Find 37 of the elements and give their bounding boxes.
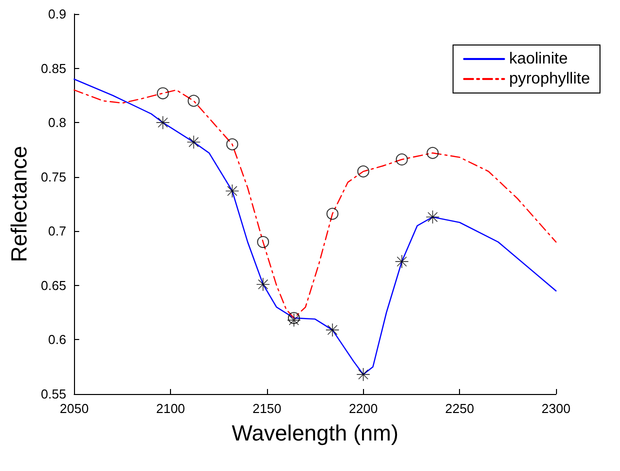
x-axis-title: Wavelength (nm) (232, 420, 398, 446)
point (257, 236, 270, 248)
point (326, 323, 340, 337)
point (256, 277, 270, 292)
line-series (74, 89, 557, 319)
point (356, 368, 370, 382)
y-tick-label: 0.9 (48, 6, 66, 22)
point (288, 312, 300, 324)
legend-label: kaolinite (509, 50, 568, 68)
point (225, 184, 240, 198)
x-tick-label: 2150 (252, 401, 282, 416)
y-tick-label: 0.75 (40, 169, 66, 184)
point (156, 87, 169, 100)
x-tick-label: 2100 (156, 401, 186, 416)
point (357, 165, 370, 178)
point (188, 94, 200, 107)
point (156, 116, 170, 130)
y-tick-label: 0.55 (40, 386, 66, 402)
point (426, 146, 439, 159)
x-tick-label: 2250 (445, 401, 474, 416)
y-tick-label: 0.7 (48, 224, 66, 239)
x-tick-label: 2300 (542, 401, 570, 416)
y-tick-label: 0.8 (48, 115, 66, 130)
point (426, 210, 440, 224)
x-tick-label: 2200 (348, 401, 378, 416)
y-tick-label: 0.85 (40, 60, 66, 76)
point (287, 313, 301, 328)
point (226, 138, 238, 150)
point (394, 254, 409, 268)
legend-label: pyrophyllite (509, 70, 590, 88)
point (186, 135, 201, 150)
y-tick-label: 0.6 (48, 332, 66, 348)
point (326, 208, 338, 220)
y-axis-title: Reflectance (6, 146, 32, 262)
point (396, 153, 408, 166)
y-tick-label: 0.65 (40, 278, 66, 293)
x-tick-label: 2050 (60, 401, 89, 416)
